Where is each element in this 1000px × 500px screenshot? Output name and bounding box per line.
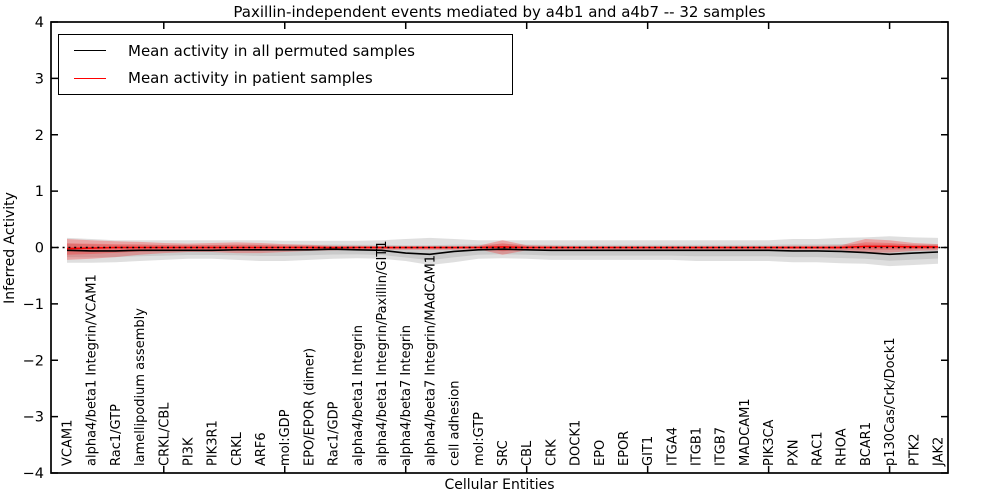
x-category-label: cell adhesion <box>448 380 463 466</box>
x-category-label: ITGB1 <box>690 427 705 466</box>
x-category-label: ARF6 <box>254 432 269 466</box>
x-category-label: CRKL <box>230 431 245 466</box>
permuted-line-sample-icon <box>74 50 106 52</box>
x-category-label: JAK2 <box>931 437 946 467</box>
y-tick-label: −4 <box>23 466 44 482</box>
x-category-label: EPO/EPOR (dimer) <box>302 348 317 466</box>
x-category-label: lamellipodium assembly <box>133 308 148 466</box>
x-category-label: VCAM1 <box>61 420 76 466</box>
x-category-label: RAC1 <box>811 431 826 466</box>
x-category-label: ITGB7 <box>714 427 729 466</box>
x-category-label: PIK3R1 <box>206 420 221 466</box>
permuted-mean-line <box>66 248 939 256</box>
x-category-label: BCAR1 <box>859 422 874 466</box>
legend-label-patient: Mean activity in patient samples <box>128 69 373 88</box>
x-category-label: p130Cas/Crk/Dock1 <box>883 337 898 466</box>
legend: Mean activity in all permuted samples Me… <box>58 34 513 95</box>
x-category-label: alpha4/beta7 Integrin <box>399 325 414 466</box>
patient-line-sample-icon <box>74 77 106 79</box>
x-category-label: PI3K <box>181 437 196 466</box>
y-axis-label: Inferred Activity <box>2 192 18 304</box>
y-tick-label: 0 <box>35 241 44 257</box>
y-tick-label: 1 <box>35 184 44 200</box>
x-category-label: ITGA4 <box>665 427 680 466</box>
x-category-label: PIK3CA <box>762 419 777 466</box>
x-category-label: SRC <box>496 440 511 466</box>
x-category-label: mol:GTP <box>472 412 487 466</box>
y-tick-label: 4 <box>35 15 44 31</box>
x-axis-label: Cellular Entities <box>444 477 555 493</box>
patient-mean-line <box>66 245 938 250</box>
y-tick-label: 3 <box>35 71 44 87</box>
legend-item-patient: Mean activity in patient samples <box>59 65 512 91</box>
y-tick-label: 2 <box>35 128 44 144</box>
x-category-label: CRK <box>544 439 559 466</box>
x-category-label: Rac1/GDP <box>327 401 342 466</box>
x-category-label: alpha4/beta1 Integrin/VCAM1 <box>85 274 100 466</box>
x-category-label: alpha4/beta1 Integrin/Paxillin/GIT1 <box>375 240 390 466</box>
y-tick-label: −1 <box>23 297 44 313</box>
legend-label-permuted: Mean activity in all permuted samples <box>128 41 415 60</box>
legend-item-permuted: Mean activity in all permuted samples <box>59 38 512 64</box>
y-tick-label: −3 <box>23 410 44 426</box>
x-category-label: CBL <box>520 440 535 466</box>
x-category-label: RHOA <box>835 428 850 466</box>
x-category-label: EPO <box>593 440 608 466</box>
x-category-label: alpha4/beta7 Integrin/MAdCAM1 <box>423 255 438 466</box>
x-category-label: PTK2 <box>907 433 922 466</box>
x-category-label: GIT1 <box>641 436 656 466</box>
chart-title: Paxillin-independent events mediated by … <box>233 3 766 21</box>
x-category-label: alpha4/beta1 Integrin <box>351 325 366 466</box>
x-category-label: DOCK1 <box>569 420 584 466</box>
x-category-label: MADCAM1 <box>738 398 753 466</box>
y-tick-label: −2 <box>23 353 44 369</box>
x-category-label: CRKL/CBL <box>157 402 172 466</box>
permuted-band-outer <box>67 236 938 267</box>
x-category-label: EPOR <box>617 431 632 466</box>
x-category-label: mol:GDP <box>278 409 293 466</box>
x-category-label: Rac1/GTP <box>109 404 124 466</box>
x-category-label: PXN <box>786 440 801 466</box>
